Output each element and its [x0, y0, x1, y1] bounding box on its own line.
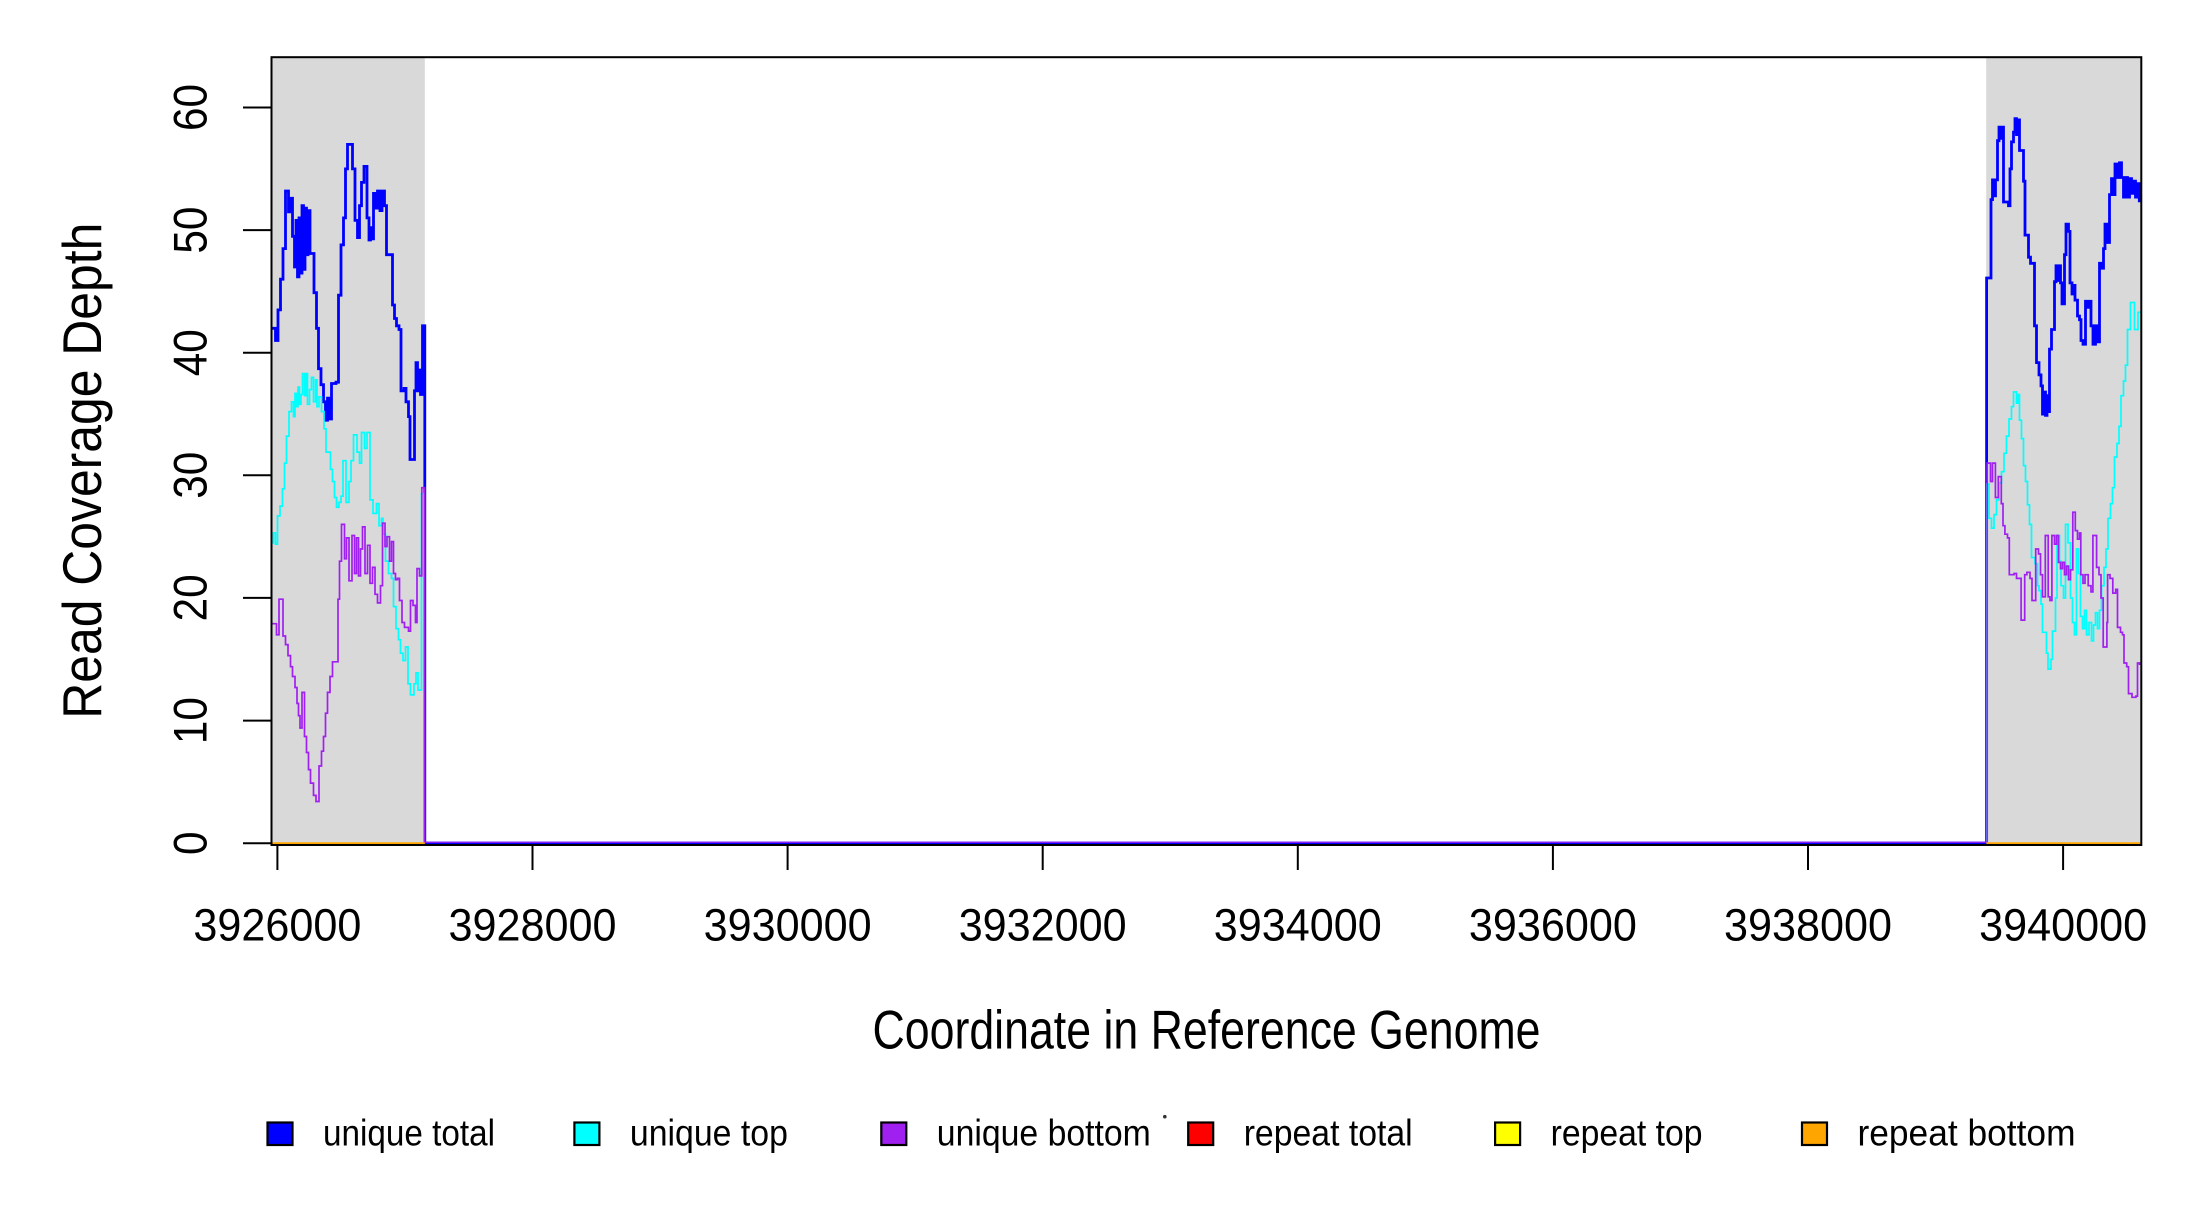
svg-text:20: 20: [164, 574, 217, 621]
svg-text:unique top: unique top: [630, 1113, 788, 1154]
svg-text:40: 40: [164, 329, 217, 376]
svg-text:3936000: 3936000: [1469, 900, 1637, 951]
svg-text:3940000: 3940000: [1979, 900, 2147, 951]
svg-text:3926000: 3926000: [193, 900, 361, 951]
svg-text:30: 30: [164, 452, 217, 499]
svg-text:0: 0: [164, 831, 217, 855]
svg-text:Read Coverage Depth: Read Coverage Depth: [51, 223, 113, 719]
svg-text:60: 60: [164, 84, 217, 131]
svg-text:3934000: 3934000: [1214, 900, 1382, 951]
svg-text:repeat bottom: repeat bottom: [1858, 1113, 2076, 1154]
svg-text:50: 50: [164, 207, 217, 254]
svg-text:3932000: 3932000: [959, 900, 1127, 951]
svg-text:3938000: 3938000: [1724, 900, 1892, 951]
svg-text:10: 10: [164, 697, 217, 744]
svg-text:Coordinate in Reference Genome: Coordinate in Reference Genome: [873, 999, 1541, 1061]
svg-text:repeat total: repeat total: [1244, 1113, 1413, 1154]
svg-text:repeat top: repeat top: [1551, 1113, 1703, 1154]
svg-text:3930000: 3930000: [704, 900, 872, 951]
svg-text:unique total: unique total: [323, 1113, 495, 1154]
svg-text:unique bottom: unique bottom: [937, 1113, 1151, 1154]
svg-text:3928000: 3928000: [449, 900, 617, 951]
